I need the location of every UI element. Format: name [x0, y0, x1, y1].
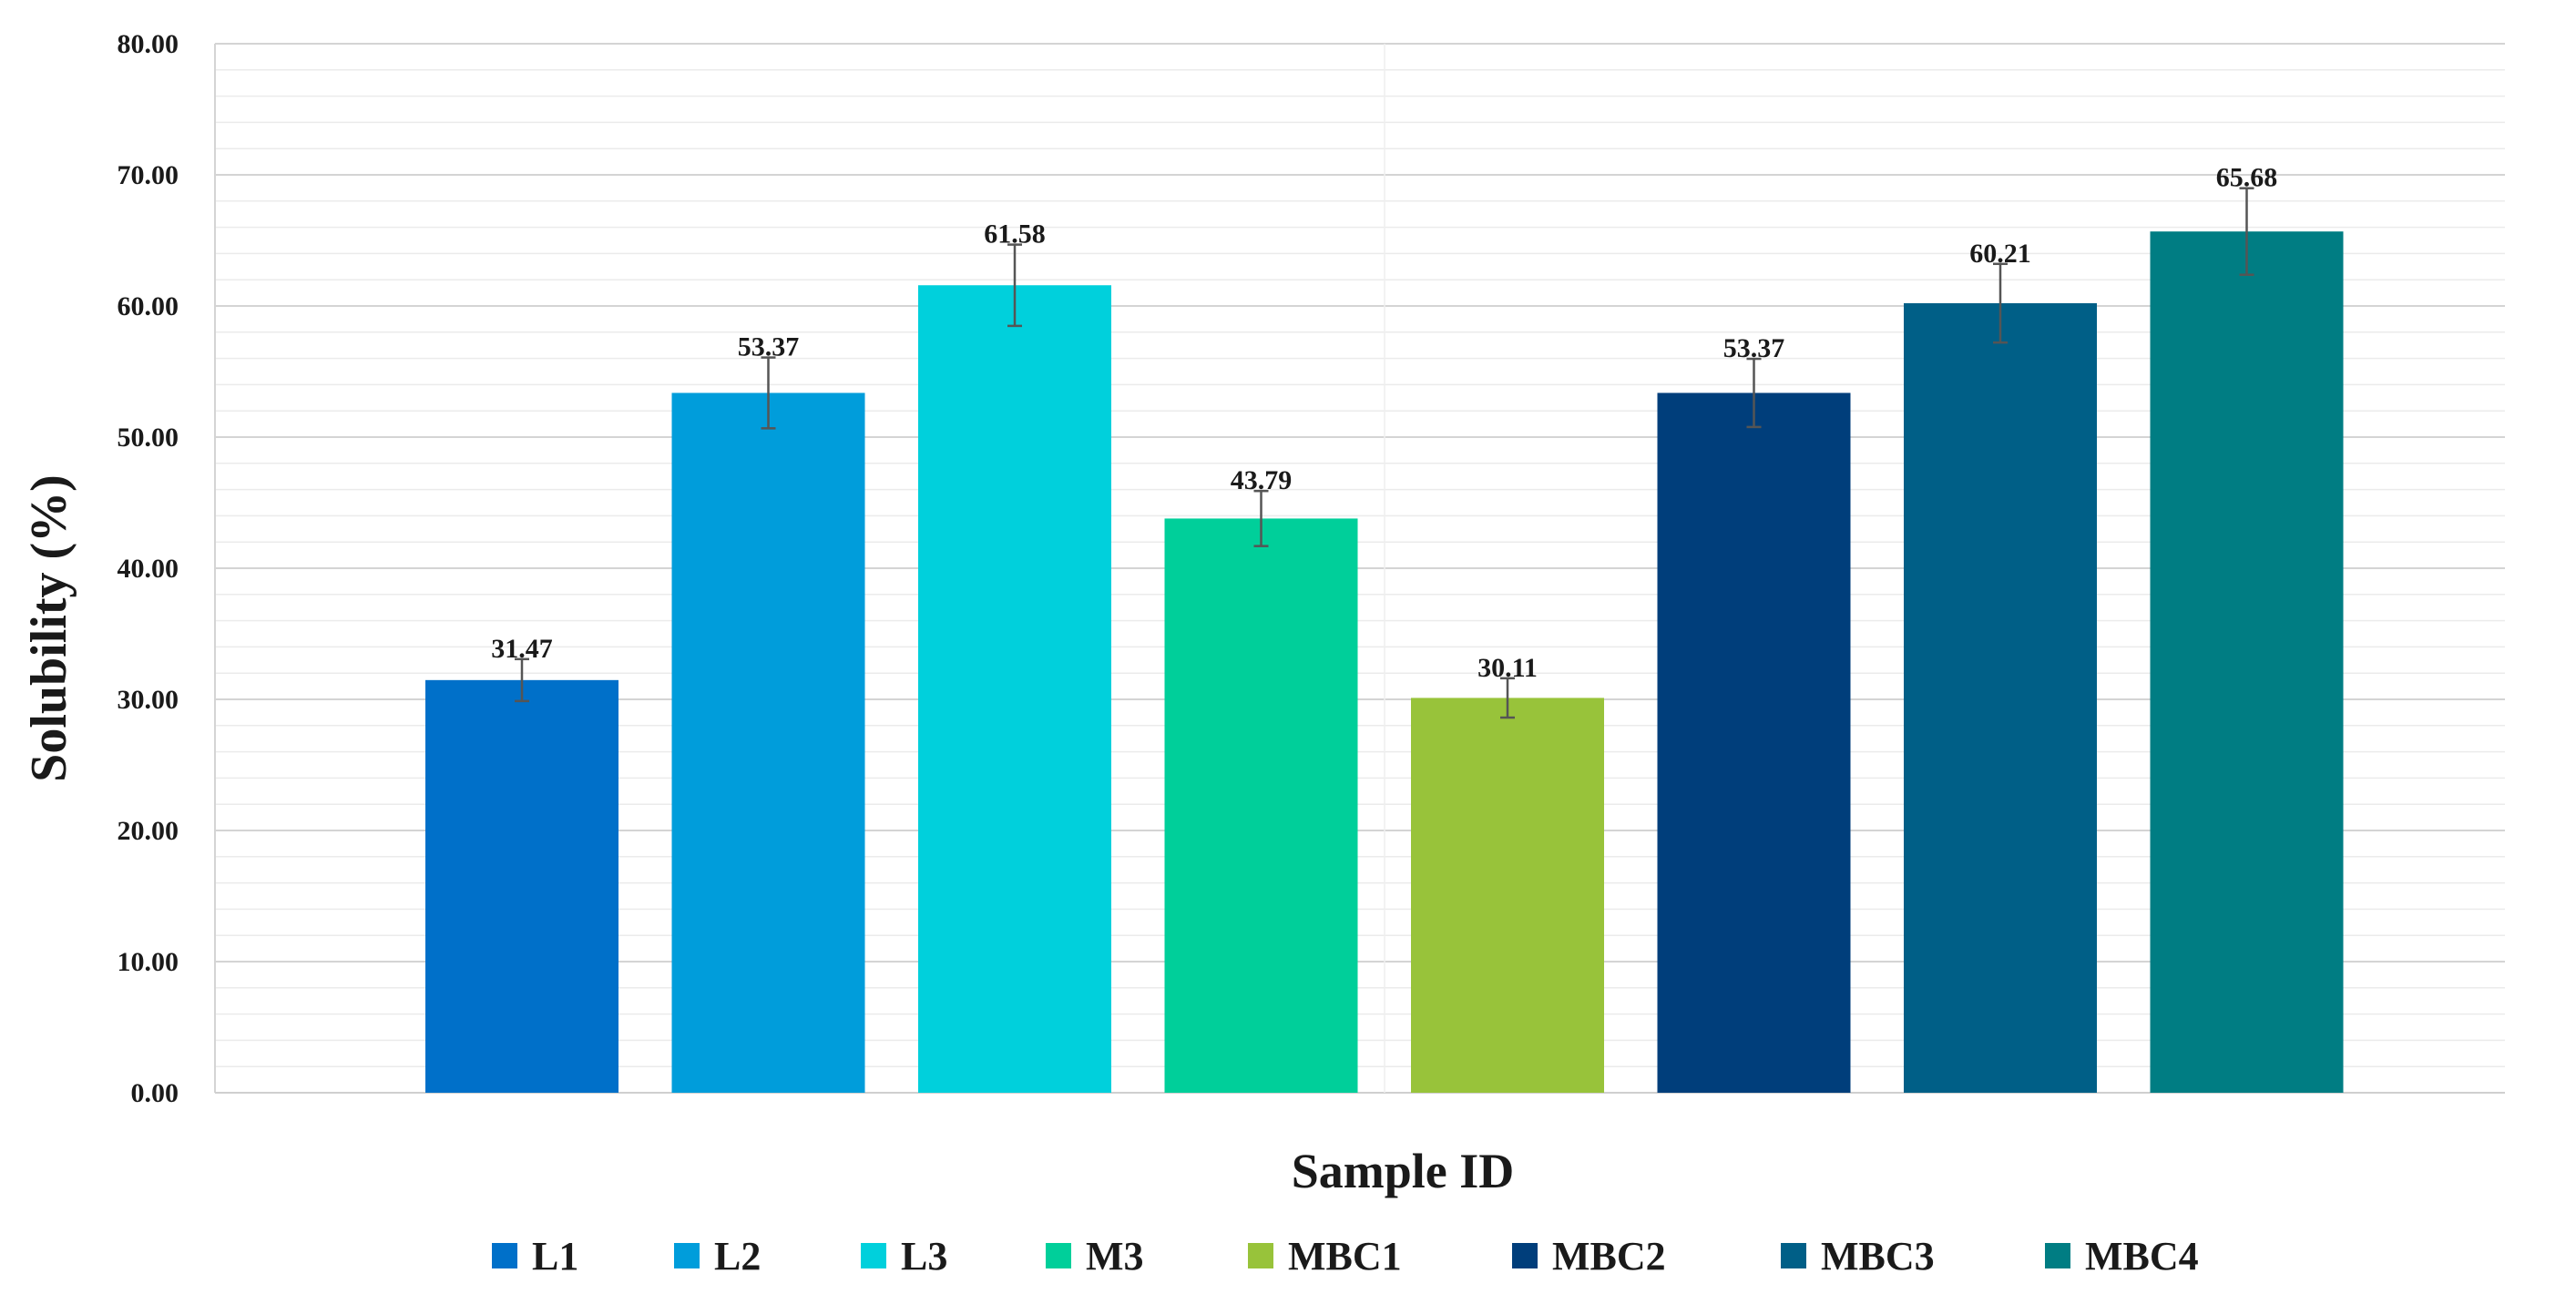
- legend-swatch: [492, 1243, 517, 1268]
- bar-mbc3: [1904, 302, 2097, 1093]
- legend-label: M3: [1086, 1234, 1144, 1279]
- bar-m3: [1164, 518, 1358, 1093]
- legend-item-mbc1: MBC1: [1248, 1234, 1402, 1279]
- data-label-l2: 53.37: [738, 332, 800, 362]
- x-axis-title: Sample ID: [1292, 1144, 1515, 1198]
- y-tick-label: 10.00: [118, 947, 179, 977]
- legend-item-mbc4: MBC4: [2045, 1234, 2199, 1279]
- legend-item-l2: L2: [674, 1234, 761, 1279]
- error-bar-m3: [1253, 489, 1269, 547]
- legend-item-l1: L1: [492, 1234, 578, 1279]
- y-tick-label: 70.00: [118, 160, 179, 190]
- error-bar-l2: [761, 356, 776, 430]
- y-tick-label: 60.00: [118, 291, 179, 321]
- legend-label: L1: [532, 1234, 578, 1279]
- legend-swatch: [1046, 1243, 1071, 1268]
- legend-item-mbc2: MBC2: [1512, 1234, 1666, 1279]
- y-tick-label: 20.00: [118, 816, 179, 846]
- legend-label: L3: [901, 1234, 947, 1279]
- bar-mbc2: [1657, 392, 1851, 1093]
- legend-label: MBC4: [2085, 1234, 2199, 1279]
- data-label-mbc3: 60.21: [1969, 239, 2031, 269]
- legend: L1 L2 L3 M3 MBC1 MBC2 MBC3 MBC4: [492, 1234, 2199, 1279]
- error-bar-l1: [515, 657, 529, 703]
- data-label-mbc2: 53.37: [1723, 333, 1785, 363]
- y-tick-label: 30.00: [118, 685, 179, 715]
- legend-swatch: [861, 1243, 886, 1268]
- legend-swatch: [674, 1243, 700, 1268]
- data-label-l1: 31.47: [491, 634, 553, 664]
- legend-swatch: [2045, 1243, 2070, 1268]
- bar-l2: [671, 392, 865, 1093]
- legend-label: MBC2: [1552, 1234, 1666, 1279]
- legend-item-l3: L3: [861, 1234, 947, 1279]
- bar-l1: [425, 679, 618, 1093]
- y-tick-label: 50.00: [118, 423, 179, 453]
- legend-label: MBC1: [1288, 1234, 1402, 1279]
- error-bar-mbc3: [1993, 262, 2008, 344]
- bar-mbc4: [2150, 231, 2344, 1093]
- y-tick-label: 40.00: [118, 554, 179, 584]
- legend-item-mbc3: MBC3: [1781, 1234, 1935, 1279]
- legend-swatch: [1512, 1243, 1538, 1268]
- legend-swatch: [1248, 1243, 1273, 1268]
- bars: [425, 231, 2344, 1093]
- bar-mbc1: [1411, 698, 1604, 1093]
- error-bar-mbc1: [1500, 677, 1515, 719]
- legend-label: MBC3: [1821, 1234, 1935, 1279]
- y-tick-label: 80.00: [118, 29, 179, 59]
- data-label-mbc4: 65.68: [2216, 163, 2278, 193]
- error-bar-mbc2: [1746, 357, 1762, 429]
- data-label-mbc1: 30.11: [1477, 653, 1538, 683]
- error-bar-mbc4: [2239, 187, 2254, 276]
- legend-swatch: [1781, 1243, 1806, 1268]
- error-bars: [515, 187, 2254, 719]
- bar-l3: [918, 285, 1111, 1093]
- y-tick-label: 0.00: [131, 1078, 179, 1108]
- error-bar-l3: [1007, 243, 1022, 328]
- data-labels: 31.47 53.37 61.58 43.79 30.11 53.37 60.21 65.68: [491, 163, 2277, 683]
- data-label-l3: 61.58: [984, 219, 1046, 250]
- y-axis-tick-labels: 0.00 10.00 20.00 30.00 40.00 50.00 60.00 70.00 8…: [118, 29, 179, 1108]
- data-label-m3: 43.79: [1231, 465, 1293, 495]
- y-axis-title: Solubility (%): [21, 474, 77, 782]
- legend-item-m3: M3: [1046, 1234, 1144, 1279]
- legend-label: L2: [714, 1234, 761, 1279]
